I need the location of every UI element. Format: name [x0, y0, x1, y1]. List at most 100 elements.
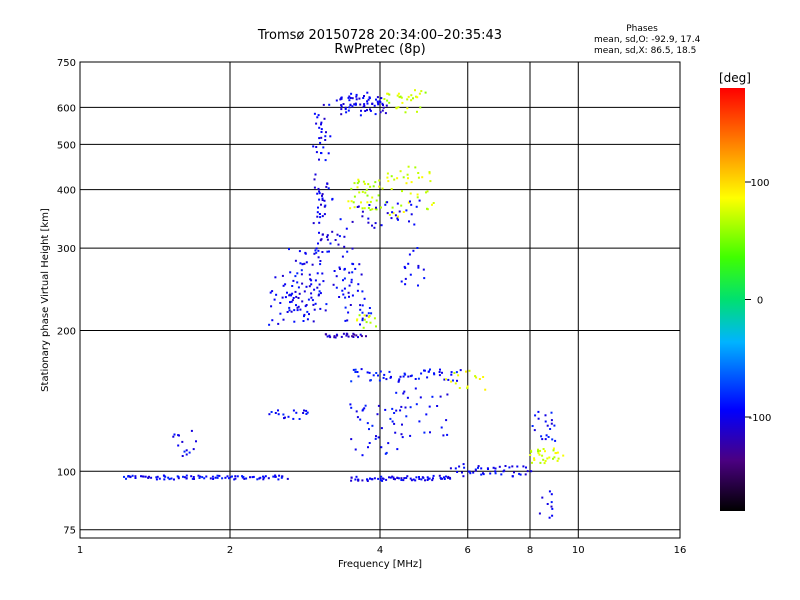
data-point [419, 396, 422, 399]
data-point [292, 417, 295, 420]
data-point [140, 475, 142, 478]
data-point [556, 451, 559, 454]
data-point [321, 197, 324, 200]
data-point [442, 434, 445, 437]
data-point [361, 319, 364, 322]
data-point [340, 108, 343, 111]
data-point [480, 473, 483, 476]
data-point [429, 431, 431, 434]
data-point [321, 272, 324, 275]
data-point [447, 378, 450, 381]
data-point [366, 194, 369, 197]
data-point [309, 278, 312, 281]
data-point [365, 321, 368, 324]
data-point [398, 210, 401, 213]
data-point [291, 292, 294, 295]
x-tick-label: 6 [465, 545, 471, 556]
data-point [452, 379, 454, 382]
data-point [380, 446, 383, 449]
data-point [264, 475, 267, 478]
data-point [389, 476, 392, 479]
data-point [379, 101, 382, 103]
data-point [295, 295, 298, 298]
data-point [199, 475, 202, 478]
data-point [320, 121, 323, 124]
data-point [385, 478, 388, 481]
data-point [425, 191, 427, 194]
data-point [368, 371, 371, 374]
data-point [391, 407, 394, 410]
data-point [321, 233, 324, 236]
data-point [418, 478, 421, 480]
data-point [445, 475, 447, 478]
data-point [353, 206, 356, 209]
data-point [270, 305, 273, 308]
data-point [412, 249, 415, 252]
data-point [284, 416, 286, 419]
data-point [313, 252, 316, 255]
data-point [410, 181, 413, 184]
data-point [271, 319, 274, 322]
data-point [332, 283, 335, 286]
data-point [385, 104, 388, 107]
x-tick-label: 4 [377, 545, 383, 556]
data-point [329, 336, 332, 339]
data-point [544, 420, 547, 423]
data-point [393, 178, 396, 181]
data-point [410, 94, 413, 97]
plot-frame [79, 61, 681, 539]
data-point [312, 303, 315, 306]
data-point [278, 474, 281, 477]
data-point [252, 475, 255, 478]
data-point [312, 222, 315, 225]
data-point [319, 292, 322, 295]
data-point [183, 450, 186, 453]
data-point [310, 283, 313, 286]
data-point [358, 191, 361, 194]
data-point [377, 436, 380, 439]
data-point [279, 302, 282, 304]
data-point [318, 290, 321, 293]
data-point [317, 249, 320, 252]
data-point [550, 422, 553, 425]
data-point [339, 268, 341, 270]
y-axis-label: Stationary phase Virtual Height [km] [40, 208, 51, 392]
data-point [367, 316, 370, 319]
data-point [537, 417, 540, 420]
data-point [374, 113, 377, 116]
data-point [371, 224, 373, 227]
data-point [334, 239, 337, 241]
data-point [484, 388, 487, 391]
data-point [378, 185, 381, 188]
data-point [446, 433, 449, 436]
data-point [300, 269, 303, 272]
data-point [360, 201, 362, 204]
data-point [530, 449, 533, 452]
data-point [414, 387, 417, 390]
data-point [368, 307, 371, 309]
data-point [268, 413, 271, 416]
data-point [350, 380, 353, 383]
data-point [363, 314, 366, 317]
data-point [351, 247, 354, 250]
data-point [538, 512, 541, 515]
data-point [319, 239, 322, 242]
data-point [387, 442, 390, 445]
data-point [312, 145, 315, 148]
data-point [190, 429, 193, 432]
data-point [407, 375, 410, 378]
data-point [356, 289, 359, 292]
data-point [191, 477, 194, 480]
data-point [218, 474, 221, 477]
data-point [300, 273, 303, 276]
data-point [376, 100, 379, 103]
data-point [537, 452, 540, 455]
data-point [298, 250, 301, 253]
data-point [350, 479, 353, 482]
data-point [282, 318, 285, 321]
data-point [385, 451, 388, 454]
data-point [416, 96, 419, 99]
data-point [474, 375, 477, 378]
data-point [281, 274, 284, 277]
data-point [401, 436, 404, 439]
